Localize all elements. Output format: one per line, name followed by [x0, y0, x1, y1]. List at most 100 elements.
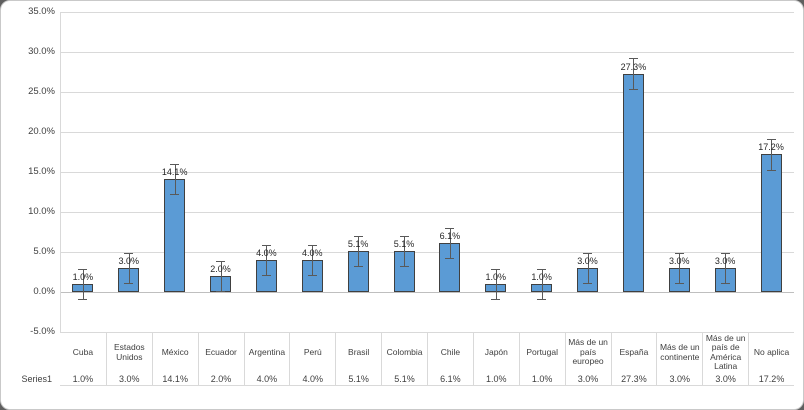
- error-bar-cap: [170, 194, 180, 196]
- error-bar-cap: [78, 268, 88, 270]
- table-value-cell: 3.0%: [702, 372, 749, 386]
- error-bar: [220, 260, 222, 292]
- table-value-cell: 6.1%: [427, 372, 473, 386]
- y-axis-tick-label: 30.0%: [28, 46, 55, 57]
- table-value-cell: 4.0%: [289, 372, 336, 386]
- table-value-cell: 3.0%: [105, 372, 152, 386]
- chart-data-table: Cuba Estados Unidos México Ecuador Argentina…: [1, 332, 794, 386]
- error-bar-cap: [628, 88, 638, 90]
- table-category-cell: Chile: [427, 332, 473, 372]
- y-axis-tick-label: 10.0%: [28, 206, 55, 217]
- error-bar-cap: [216, 291, 226, 293]
- error-bar-cap: [720, 283, 730, 285]
- table-category-cell: Más de un país de América Latina: [702, 332, 749, 372]
- error-bar-cap: [766, 139, 776, 141]
- table-category-cell: Más de un país europeo: [564, 332, 611, 372]
- error-bar-cap: [170, 164, 180, 165]
- error-bar-cap: [124, 283, 134, 285]
- table-category-cell: Cuba: [60, 332, 106, 372]
- bar-15: [760, 154, 782, 292]
- table-category-cell: Ecuador: [197, 332, 244, 372]
- error-bar-cap: [78, 299, 88, 301]
- error-bar-cap: [307, 244, 317, 246]
- y-axis-tick-label: 5.0%: [33, 246, 55, 257]
- table-value-cell: 1.0%: [60, 372, 106, 386]
- error-bar-cap: [491, 268, 501, 270]
- bar-data-label: 4.0%: [256, 248, 277, 258]
- error-bar-cap: [307, 275, 317, 277]
- series-row-label: Series1: [21, 374, 52, 384]
- x-axis-line: [60, 292, 794, 293]
- table-value-cell: 3.0%: [656, 372, 703, 386]
- bar-data-label: 3.0%: [669, 256, 690, 266]
- error-bar: [541, 268, 543, 300]
- y-axis-tick-label: 20.0%: [28, 126, 55, 137]
- error-bar-cap: [628, 58, 638, 60]
- bar-data-label: 17.2%: [758, 142, 784, 153]
- table-value-cell: 27.3%: [610, 372, 657, 386]
- gridline: [60, 212, 794, 213]
- error-bar-cap: [491, 299, 501, 301]
- gridline: [60, 52, 794, 53]
- table-category-cell: Portugal: [518, 332, 565, 372]
- bar-data-label: 3.0%: [714, 256, 736, 266]
- error-bar-cap: [720, 252, 730, 254]
- error-bar: [312, 244, 314, 276]
- gridline: [60, 172, 794, 173]
- bar-data-label: 4.0%: [302, 248, 323, 258]
- y-axis-tick-label: 0.0%: [33, 286, 55, 297]
- error-bar-cap: [261, 244, 271, 246]
- error-bar-cap: [537, 268, 547, 270]
- y-axis-tick-label: 35.0%: [28, 6, 55, 17]
- error-bar-cap: [766, 169, 776, 171]
- gridline: [60, 12, 794, 13]
- table-value-cell: 4.0%: [243, 372, 290, 386]
- table-value-cell: 17.2%: [748, 372, 794, 386]
- bar-data-label: 3.0%: [577, 256, 598, 266]
- bar-data-label: 1.0%: [531, 272, 552, 282]
- table-category-cell: Argentina: [243, 332, 290, 372]
- error-bar-cap: [674, 252, 684, 254]
- table-category-cell: México: [151, 332, 198, 372]
- bar-data-label: 6.1%: [439, 231, 461, 242]
- table-category-cell: Brasil: [335, 332, 382, 372]
- table-value-cell: 14.1%: [151, 372, 198, 386]
- error-bar-cap: [583, 283, 593, 285]
- bar-data-label: 5.1%: [347, 239, 369, 250]
- error-bar-cap: [537, 299, 547, 301]
- error-bar: [679, 252, 681, 284]
- table-corner-cell: [1, 332, 60, 372]
- error-bar-cap: [399, 236, 409, 237]
- error-bar: [128, 252, 130, 284]
- table-category-cell: Colombia: [381, 332, 427, 372]
- error-bar-cap: [261, 275, 271, 277]
- table-category-cell: Japón: [472, 332, 519, 372]
- table-value-cell: 2.0%: [197, 372, 244, 386]
- gridline: [60, 92, 794, 93]
- error-bar: [174, 164, 176, 195]
- error-bar-cap: [399, 266, 409, 268]
- error-bar: [404, 236, 406, 267]
- bar-2: [164, 179, 186, 292]
- error-bar-cap: [353, 236, 363, 237]
- table-value-cell: 5.1%: [381, 372, 427, 386]
- table-value-cell: 5.1%: [335, 372, 382, 386]
- error-bar-cap: [445, 228, 455, 229]
- table-category-cell: Perú: [289, 332, 336, 372]
- bar-data-label: 1.0%: [485, 272, 507, 282]
- error-bar-cap: [445, 258, 455, 260]
- error-bar-cap: [124, 252, 134, 254]
- bar-12: [622, 73, 644, 292]
- error-bar: [725, 252, 727, 284]
- table-category-cell: Más de un continente: [656, 332, 703, 372]
- bar-data-label: 27.3%: [620, 61, 647, 72]
- table-category-cell: España: [610, 332, 657, 372]
- error-bar-cap: [674, 283, 684, 285]
- y-axis-tick-label: 25.0%: [28, 86, 55, 97]
- bar-data-label: 1.0%: [72, 272, 94, 282]
- error-bar: [771, 139, 773, 170]
- table-value-cell: 1.0%: [472, 372, 519, 386]
- bar-data-label: 3.0%: [118, 256, 140, 266]
- table-category-cell: No aplica: [748, 332, 794, 372]
